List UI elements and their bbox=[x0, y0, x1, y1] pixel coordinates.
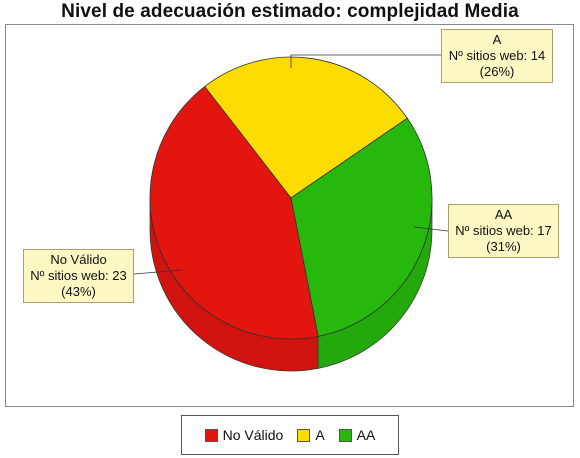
leader-line-a bbox=[290, 54, 441, 68]
legend-swatch bbox=[204, 428, 218, 442]
legend-swatch bbox=[338, 428, 352, 442]
slice-label-value: Nº sitios web: 17 bbox=[455, 223, 552, 238]
slice-label-percent: (43%) bbox=[61, 284, 96, 299]
legend-swatch bbox=[297, 428, 311, 442]
pie-slice-aa bbox=[290, 117, 433, 337]
slice-label-percent: (26%) bbox=[479, 64, 515, 79]
leader-line-no-válido bbox=[133, 269, 183, 275]
legend-item-a[interactable]: A bbox=[297, 427, 325, 443]
slice-label-name: AA bbox=[494, 207, 513, 222]
legend-label: AA bbox=[356, 427, 376, 443]
legend-item-no-valido[interactable]: No Válido bbox=[204, 427, 284, 443]
chart-title: Nivel de adecuación estimado: complejida… bbox=[61, 1, 519, 22]
slice-label-value: Nº sitios web: 14 bbox=[448, 48, 546, 63]
legend-label: No Válido bbox=[222, 427, 284, 443]
leader-line-aa bbox=[413, 226, 449, 232]
slice-label-percent: (31%) bbox=[486, 239, 521, 254]
slice-label-value: Nº sitios web: 23 bbox=[30, 268, 127, 283]
pie-slice-no-válido bbox=[149, 85, 319, 340]
slice-label-a: A Nº sitios web: 14 (26%) bbox=[441, 29, 553, 83]
pie-slice-a bbox=[204, 56, 408, 199]
slice-label-no-valido: No Válido Nº sitios web: 23 (43%) bbox=[23, 249, 134, 303]
slice-label-name: No Válido bbox=[50, 252, 107, 267]
legend-label: A bbox=[315, 427, 325, 443]
slice-label-name: A bbox=[492, 32, 502, 47]
slice-label-aa: AA Nº sitios web: 17 (31%) bbox=[448, 204, 559, 258]
legend-item-aa[interactable]: AA bbox=[338, 427, 376, 443]
legend: No Válido A AA bbox=[181, 415, 399, 455]
